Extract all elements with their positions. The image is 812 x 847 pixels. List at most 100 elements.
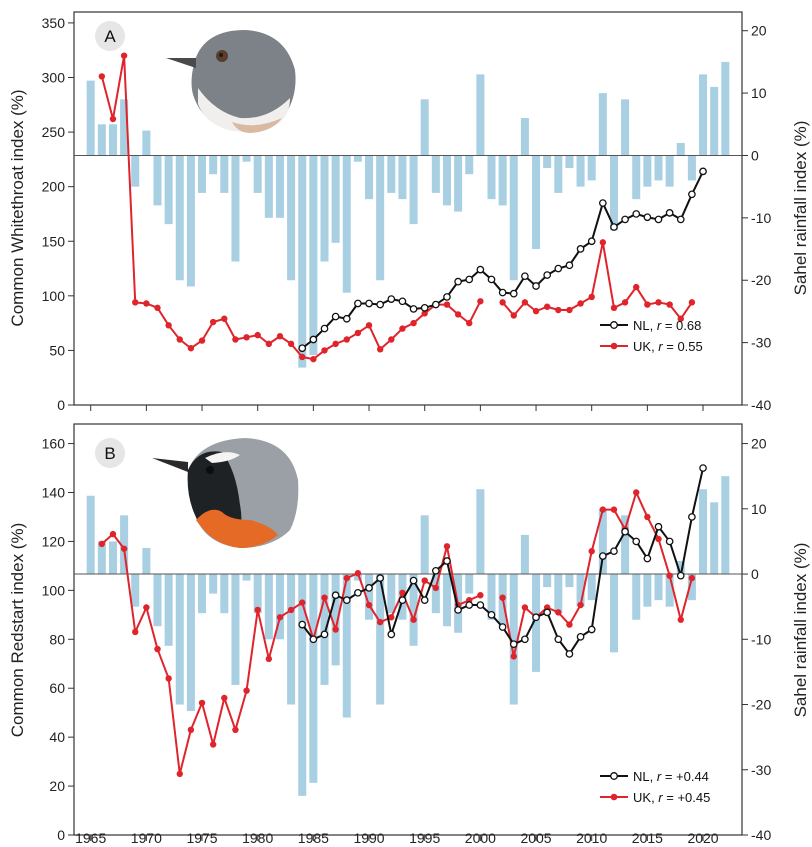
data-point-nl — [331, 591, 340, 600]
data-point-nl — [498, 288, 507, 297]
panel-b: 0 20 40 60 80 100 120 140 160 -40 -30 -20 -10 0 10 20 B… — [8, 423, 810, 843]
rainfall-bar — [498, 155, 507, 206]
data-point-uk — [388, 336, 395, 343]
rainfall-bar — [131, 155, 140, 187]
x-tick-label: 2020 — [687, 830, 718, 846]
rainfall-bar — [298, 574, 307, 796]
rainfall-bar — [598, 93, 607, 156]
y-tick-label-right: -20 — [751, 272, 771, 288]
data-point-nl — [654, 215, 663, 224]
rainfall-bar — [309, 574, 318, 783]
data-point-nl — [565, 261, 574, 270]
data-point-nl — [688, 513, 696, 521]
y-tick-label-right: -10 — [751, 631, 771, 647]
data-point-nl — [621, 215, 629, 224]
y-tick-label-left: 160 — [42, 436, 66, 452]
data-point-nl — [676, 215, 685, 224]
data-point-uk — [477, 592, 484, 599]
rainfall-bar — [654, 574, 663, 601]
rainfall-bar — [387, 574, 396, 614]
axis-ticks: 0 20 40 60 80 100 120 140 160 -40 -30 -20 -10 0 10 20 — [42, 436, 772, 843]
rainfall-bar — [376, 574, 385, 705]
rainfall-bar — [420, 515, 429, 575]
data-point-uk — [566, 621, 573, 628]
data-point-nl — [565, 650, 574, 658]
rainfall-bar — [287, 574, 296, 705]
data-point-uk — [310, 355, 317, 363]
data-point-uk — [666, 301, 673, 308]
data-point-uk — [499, 594, 506, 601]
data-point-uk — [666, 572, 673, 579]
y-tick-label-right: 10 — [751, 85, 767, 101]
rainfall-bar — [654, 155, 663, 181]
data-point-nl — [543, 608, 552, 617]
data-point-nl — [376, 574, 385, 582]
rainfall-bar — [376, 155, 385, 281]
data-point-uk — [209, 741, 217, 748]
x-tick-label: 1985 — [298, 830, 329, 846]
rainfall-bar — [565, 155, 574, 168]
data-point-nl — [543, 271, 552, 279]
data-point-uk — [655, 299, 662, 306]
data-point-uk — [165, 322, 172, 329]
data-point-uk — [109, 115, 117, 123]
y-tick-label-left: 250 — [42, 124, 66, 140]
data-point-nl — [521, 635, 529, 644]
data-point-uk — [198, 337, 206, 344]
rainfall-bar — [643, 155, 652, 187]
rainfall-bar — [86, 80, 95, 156]
data-point-uk — [365, 322, 373, 329]
rainfall-bar — [253, 574, 262, 614]
x-tick-label: 1965 — [75, 830, 106, 846]
rainfall-bar — [632, 574, 641, 620]
data-point-nl — [509, 640, 518, 649]
data-point-nl — [465, 601, 474, 609]
rainfall-bar — [86, 495, 95, 575]
data-point-uk — [176, 770, 183, 778]
data-point-uk — [410, 616, 417, 623]
rainfall-bar — [97, 124, 106, 156]
rainfall-bar — [699, 489, 708, 575]
legend: NL, r = +0.44 UK, r = +0.45 — [600, 769, 710, 805]
data-point-uk — [243, 334, 250, 341]
data-point-nl — [331, 312, 340, 321]
y-tick-label-right: 10 — [751, 501, 767, 517]
y-tick-label-right: -20 — [751, 697, 771, 713]
data-point-nl — [498, 623, 507, 631]
data-point-uk — [499, 299, 506, 306]
data-point-uk — [154, 304, 161, 312]
data-point-uk — [443, 301, 451, 308]
data-point-nl — [532, 282, 540, 290]
rainfall-bar — [287, 155, 296, 281]
y-tick-label-left: 50 — [49, 342, 65, 358]
data-point-uk — [477, 298, 484, 305]
panel-letter: A — [104, 27, 116, 46]
rainfall-bar — [554, 574, 563, 614]
data-point-uk — [354, 329, 362, 337]
rainfall-bar — [532, 574, 541, 672]
rainfall-bar — [587, 155, 596, 181]
data-point-uk — [165, 675, 172, 682]
data-point-uk — [510, 312, 517, 319]
data-point-nl — [465, 275, 474, 284]
rainfall-bar — [576, 155, 585, 187]
data-point-uk — [432, 584, 440, 592]
rainfall-bar — [721, 61, 730, 156]
rainfall-bar — [676, 143, 685, 156]
data-point-nl — [365, 299, 373, 308]
rainfall-bar — [431, 574, 440, 614]
data-point-uk — [521, 299, 529, 306]
data-point-uk — [154, 645, 161, 653]
data-point-nl — [476, 601, 485, 609]
plot-frame — [73, 11, 743, 406]
data-point-uk — [187, 345, 195, 352]
rainfall-bar — [242, 155, 251, 162]
rainfall-bar — [153, 574, 162, 627]
rainfall-bar — [131, 574, 140, 607]
rainfall-bar — [476, 74, 485, 156]
data-point-nl — [420, 596, 429, 604]
data-point-nl — [487, 275, 496, 284]
y-tick-label-right: -30 — [751, 335, 771, 351]
rainfall-bar — [609, 574, 618, 653]
legend-uk-r-value: = +0.45 — [663, 790, 711, 805]
